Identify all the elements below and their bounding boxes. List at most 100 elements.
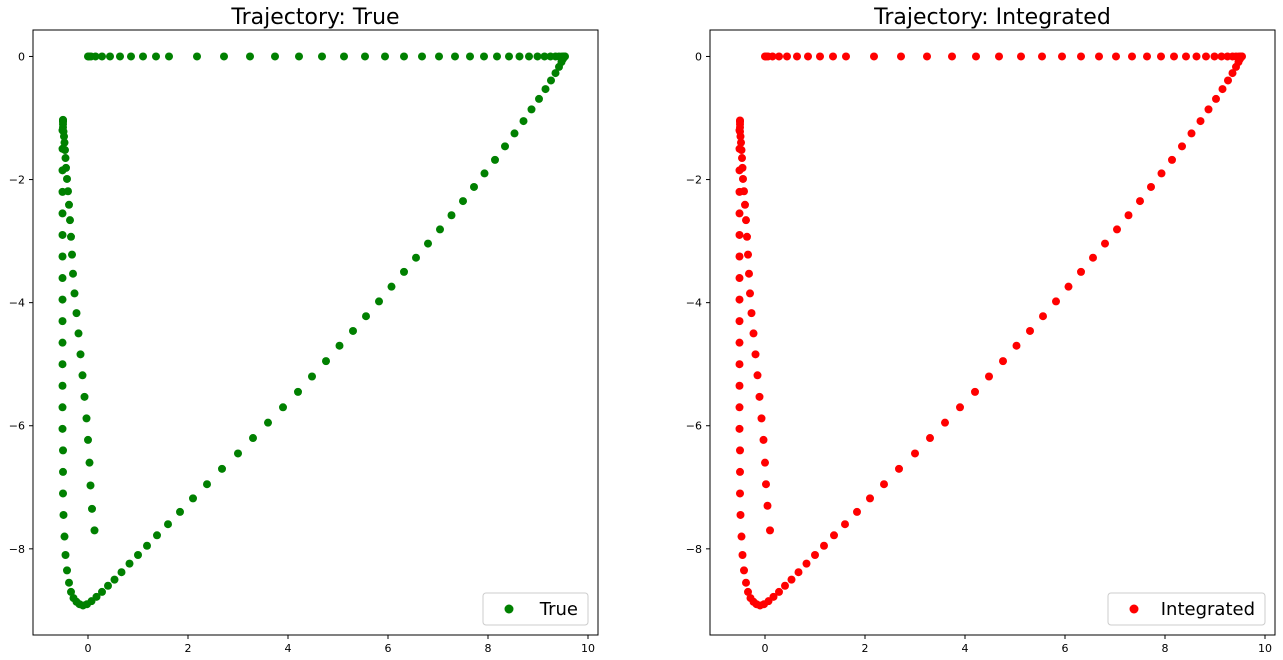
data-point xyxy=(84,52,92,61)
data-point xyxy=(546,52,555,61)
data-point xyxy=(58,166,67,175)
data-point xyxy=(58,252,67,261)
data-point xyxy=(811,550,819,559)
data-point xyxy=(1224,76,1232,85)
data-point xyxy=(435,52,443,61)
data-point xyxy=(249,434,257,443)
data-point xyxy=(735,381,744,390)
data-point xyxy=(897,52,905,61)
data-point xyxy=(58,126,67,135)
data-point xyxy=(1012,341,1021,350)
y-tick-label: −6 xyxy=(9,420,25,433)
y-tick-label: −2 xyxy=(9,174,25,187)
data-point xyxy=(757,414,766,423)
x-tick-label: 10 xyxy=(1258,642,1272,655)
data-point xyxy=(736,510,745,519)
data-point xyxy=(98,587,106,596)
data-point xyxy=(541,85,550,94)
y-tick-label: −6 xyxy=(686,420,702,433)
data-point xyxy=(743,232,751,241)
data-point xyxy=(88,504,96,513)
data-point xyxy=(104,581,112,590)
data-point xyxy=(68,250,76,259)
data-point xyxy=(1136,197,1144,206)
legend-label: True xyxy=(539,599,578,620)
data-point xyxy=(117,568,126,577)
data-point xyxy=(220,52,228,61)
data-point xyxy=(505,52,513,61)
data-point xyxy=(59,489,67,498)
data-point xyxy=(1039,312,1047,321)
chart-integrated: Trajectory: Integrated 0 2 4 6 8 10 0 −2 −4 −6 −8 In… xyxy=(686,5,1276,655)
data-point xyxy=(747,309,756,318)
data-point xyxy=(972,52,980,61)
data-point xyxy=(66,216,74,225)
data-point xyxy=(1124,211,1133,220)
data-point xyxy=(802,559,811,568)
data-point xyxy=(110,575,119,584)
chart-title: Trajectory: Integrated xyxy=(873,5,1111,30)
x-tick-label: 4 xyxy=(285,642,292,655)
data-point xyxy=(744,250,752,259)
data-point xyxy=(736,489,744,498)
data-point xyxy=(742,216,750,225)
data-point xyxy=(234,449,242,458)
data-point xyxy=(745,269,753,278)
data-point xyxy=(535,94,543,103)
data-point xyxy=(164,520,172,529)
data-point xyxy=(80,392,89,401)
data-point xyxy=(519,117,528,126)
data-point xyxy=(501,142,509,151)
data-point xyxy=(58,317,67,326)
data-point xyxy=(735,274,744,283)
data-point xyxy=(203,480,211,489)
data-point xyxy=(92,592,101,601)
data-point xyxy=(527,105,536,114)
legend-marker xyxy=(1129,604,1139,614)
data-point xyxy=(375,297,383,306)
data-point xyxy=(58,295,67,304)
data-point xyxy=(90,526,99,535)
data-point xyxy=(1187,129,1196,138)
data-point xyxy=(76,350,85,359)
data-point xyxy=(60,532,69,541)
data-point xyxy=(361,52,369,61)
data-point xyxy=(295,52,303,61)
data-point xyxy=(775,52,783,61)
data-point xyxy=(794,568,803,577)
legend: Integrated xyxy=(1107,592,1266,626)
data-point xyxy=(349,326,357,335)
x-tick-label: 8 xyxy=(1162,642,1169,655)
plot-frame xyxy=(32,29,599,636)
y-tick-label: 0 xyxy=(695,50,702,63)
data-point xyxy=(762,480,770,489)
data-point xyxy=(1217,52,1226,61)
data-point xyxy=(525,52,533,61)
data-point xyxy=(218,464,226,473)
data-point xyxy=(787,575,796,584)
data-point xyxy=(134,550,142,559)
data-point xyxy=(418,52,426,61)
data-point xyxy=(58,230,67,239)
data-point xyxy=(749,329,758,338)
x-tick-label: 6 xyxy=(1062,642,1069,655)
data-point xyxy=(152,52,160,61)
data-point xyxy=(1218,85,1227,94)
data-point xyxy=(880,480,888,489)
data-point xyxy=(547,76,555,85)
data-point xyxy=(746,289,754,298)
data-point xyxy=(735,144,744,153)
y-tick-label: 0 xyxy=(18,50,25,63)
data-point xyxy=(493,52,501,61)
data-point xyxy=(737,138,745,147)
data-point xyxy=(1143,52,1151,61)
data-point xyxy=(744,587,752,596)
data-point xyxy=(1228,69,1237,78)
data-point xyxy=(58,209,67,218)
legend-box xyxy=(1107,592,1266,626)
data-point xyxy=(466,52,474,61)
data-point xyxy=(271,52,279,61)
legend: True xyxy=(482,592,589,626)
data-point xyxy=(735,126,744,135)
chart-true: Trajectory: True 0 2 4 6 8 10 0 −2 −4 −6 −8 True xyxy=(9,5,599,655)
